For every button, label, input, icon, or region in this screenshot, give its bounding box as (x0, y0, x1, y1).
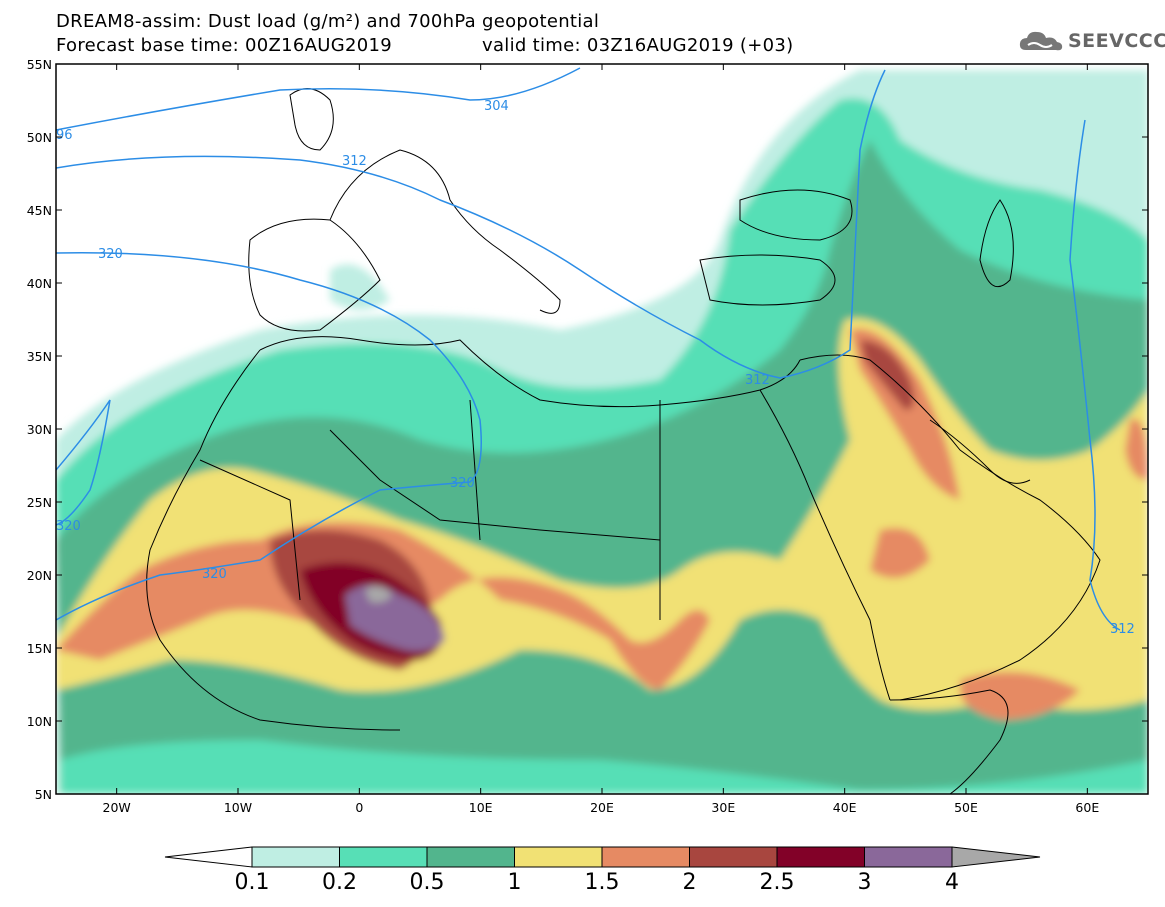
lat-label: 25N (27, 495, 52, 510)
lat-label: 40N (27, 276, 52, 291)
lon-label: 30E (711, 800, 735, 815)
coast-red-sea (759, 389, 891, 701)
contour-label: 304 (484, 99, 509, 114)
lat-label: 30N (27, 422, 52, 437)
colorbar-swatch (864, 846, 953, 868)
contour-320-west (56, 399, 111, 526)
colorbar-level-label: 0.5 (409, 870, 445, 895)
dust-level-1.5-c (870, 528, 930, 578)
dust-level-above-4 (365, 586, 392, 603)
coast-north-africa (259, 336, 801, 408)
colorbar-level-label: 2.5 (759, 870, 795, 895)
contour-label: 320 (56, 519, 81, 534)
border-sahara-1 (329, 429, 661, 541)
colorbar-level-label: 4 (945, 870, 959, 895)
lon-label: 40E (833, 800, 857, 815)
lon-label: 10E (469, 800, 493, 815)
seevccc-logo: SEEVCCC (1018, 28, 1165, 54)
lat-label: 45N (27, 203, 52, 218)
contour-label: 312 (342, 154, 367, 169)
lon-label: 20E (590, 800, 614, 815)
contour-label: 96 (56, 128, 73, 143)
coast-france-italy (329, 149, 561, 314)
forecast-base-time: Forecast base time: 00Z16AUG2019 (56, 35, 392, 56)
coast-persian-gulf (929, 419, 1031, 484)
colorbar-swatch (339, 846, 428, 868)
contour-labels: 304 96 312 320 320 320 320 312 312 (56, 99, 1135, 637)
border-sahara-4 (199, 459, 301, 601)
lon-label: 60E (1075, 800, 1099, 815)
colorbar (164, 846, 1041, 868)
colorbar-level-label: 1.5 (584, 870, 620, 895)
contour-label: 312 (745, 373, 770, 388)
coast-black-sea (739, 189, 853, 241)
colorbar-swatch (689, 846, 778, 868)
colorbar-swatch (514, 846, 603, 868)
coast-iberia (248, 218, 381, 332)
colorbar-level-label: 2 (682, 870, 697, 895)
longitude-axis: 20W 10W 0 10E 20E 30E 40E 50E 60E (103, 64, 1099, 815)
colorbar-level-label: 0.2 (322, 870, 357, 895)
lon-label: 10W (224, 800, 252, 815)
lat-label: 55N (27, 57, 52, 72)
coast-west-africa (146, 349, 401, 731)
contour-label: 312 (1110, 622, 1135, 637)
colorbar-under-triangle (164, 846, 253, 868)
lat-label: 5N (35, 787, 52, 802)
cloud-icon (1019, 31, 1063, 51)
colorbar-swatch (426, 846, 515, 868)
dust-level-2-b (860, 340, 914, 410)
contour-label: 320 (98, 247, 123, 262)
colorbar-swatch (601, 846, 690, 868)
lat-label: 10N (27, 714, 52, 729)
lat-label: 50N (27, 130, 52, 145)
lon-label: 50E (954, 800, 978, 815)
border-sahara-2 (469, 399, 481, 541)
coast-turkey (699, 254, 836, 306)
dust-field (56, 64, 1148, 794)
contour-label: 320 (202, 567, 227, 582)
lat-label: 35N (27, 349, 52, 364)
colorbar-over-triangle (951, 846, 1041, 868)
colorbar-level-label: 1 (507, 870, 522, 895)
dust-level-0.1-b (330, 264, 390, 310)
latitude-axis: 55N 50N 45N 40N 35N 30N 25N 20N 15N 10N 5N (27, 57, 1148, 802)
dust-level-1.5-e (1125, 418, 1148, 480)
coast-arabia (799, 354, 1101, 701)
contour-label: 320 (450, 476, 475, 491)
coast-horn (889, 689, 1009, 794)
coast-caspian (979, 199, 1014, 288)
contour-312-east (1069, 119, 1121, 631)
dust-level-1.5-d (960, 672, 1080, 720)
map-title: DREAM8-assim: Dust load (g/m²) and 700hP… (56, 11, 600, 32)
lon-label: 20W (103, 800, 131, 815)
contour-304 (56, 67, 581, 131)
colorbar-level-label: 0.1 (234, 870, 270, 895)
logo-text: SEEVCCC (1068, 30, 1165, 52)
valid-time: valid time: 03Z16AUG2019 (+03) (482, 35, 794, 56)
lat-label: 20N (27, 568, 52, 583)
colorbar-swatch (776, 846, 865, 868)
colorbar-level-label: 3 (857, 870, 872, 895)
lat-label: 15N (27, 641, 52, 656)
contour-320 (56, 252, 482, 621)
coastlines (146, 88, 1101, 794)
geopotential-contours (56, 67, 1121, 631)
lon-label: 0 (355, 800, 363, 815)
colorbar-swatch (251, 846, 340, 868)
contour-312-north (56, 69, 886, 379)
